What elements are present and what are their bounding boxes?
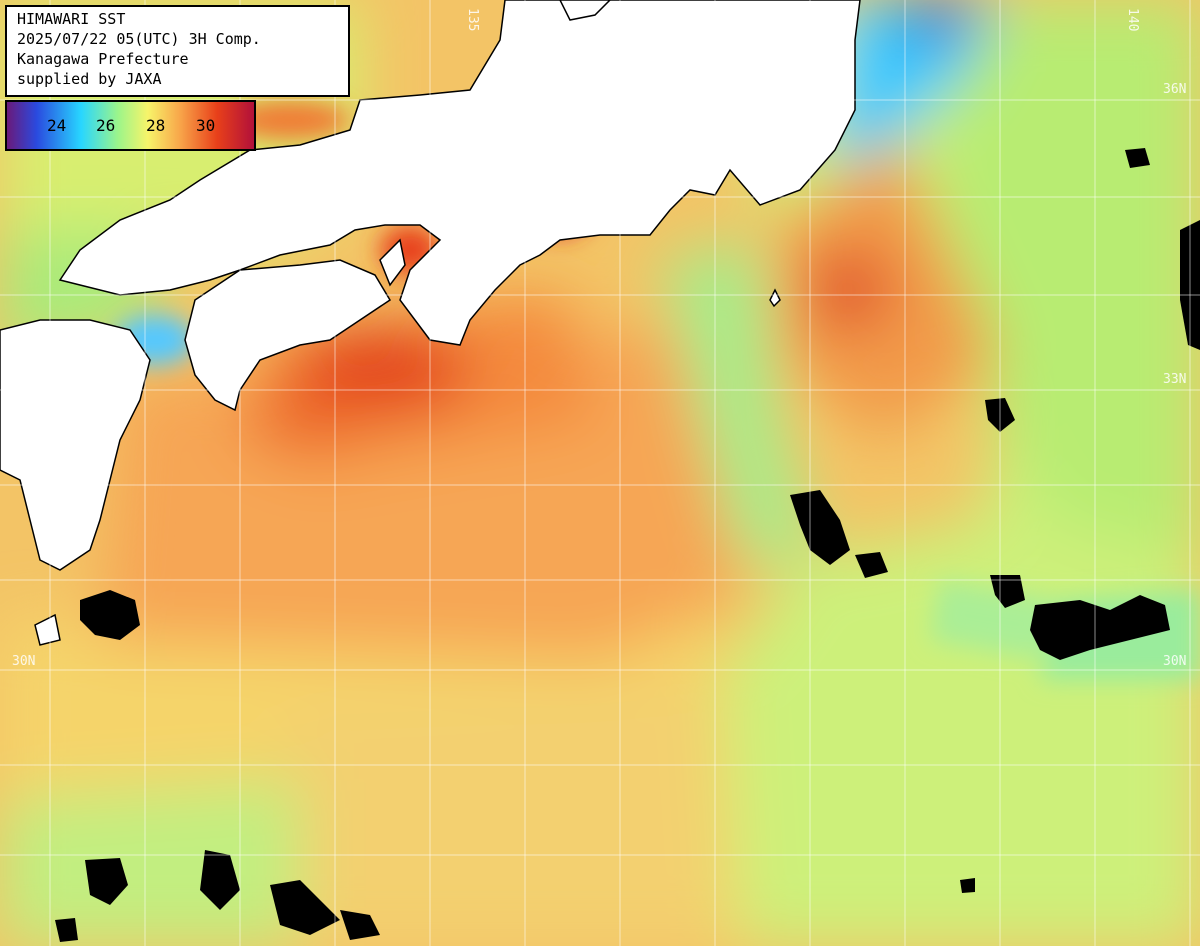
title-datetime: 2025/07/22 05(UTC) 3H Comp.: [17, 30, 261, 48]
title-box: HIMAWARI SST 2025/07/22 05(UTC) 3H Comp.…: [5, 5, 350, 97]
land: [0, 0, 861, 646]
title-supplier: supplied by JAXA: [17, 70, 162, 88]
legend-label-28: 28: [146, 116, 166, 135]
lat-label-30n-right: 30N: [1163, 654, 1187, 669]
clouds: [55, 148, 1200, 942]
lat-label-33n: 33N: [1163, 372, 1187, 387]
lon-label-135: 135: [465, 8, 480, 32]
temperature-legend: 24 26 28 30: [5, 100, 256, 151]
lon-label-140: 140: [1125, 8, 1140, 32]
legend-label-26: 26: [96, 116, 116, 135]
lat-label-36n: 36N: [1163, 82, 1187, 97]
legend-label-24: 24: [47, 116, 67, 135]
legend-label-30: 30: [196, 116, 216, 135]
title-prefecture: Kanagawa Prefecture: [17, 50, 189, 68]
title-product: HIMAWARI SST: [17, 10, 126, 28]
lat-label-30n-left: 30N: [12, 654, 36, 669]
